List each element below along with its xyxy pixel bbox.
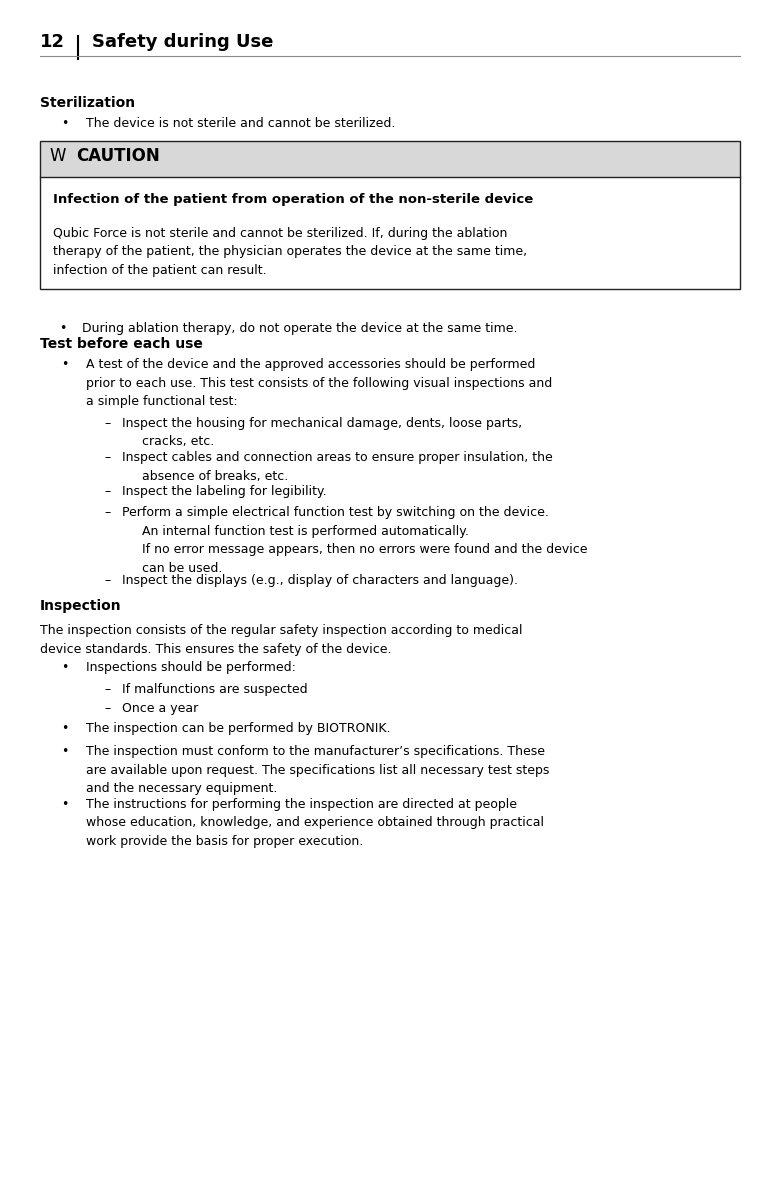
Text: –: –: [105, 485, 111, 498]
Text: –: –: [105, 702, 111, 715]
Text: The inspection consists of the regular safety inspection according to medical
de: The inspection consists of the regular s…: [40, 624, 523, 656]
Text: •: •: [61, 358, 69, 371]
Text: The instructions for performing the inspection are directed at people
whose educ: The instructions for performing the insp…: [86, 798, 543, 848]
Text: Infection of the patient from operation of the non-sterile device: Infection of the patient from operation …: [53, 193, 534, 207]
Text: •: •: [61, 722, 69, 736]
Text: Qubic Force is not sterile and cannot be sterilized. If, during the ablation
the: Qubic Force is not sterile and cannot be…: [53, 227, 528, 277]
Text: Inspections should be performed:: Inspections should be performed:: [86, 661, 296, 675]
Text: •: •: [61, 798, 69, 811]
Text: Once a year: Once a year: [122, 702, 199, 715]
Bar: [40, 141, 740, 289]
Text: •: •: [61, 117, 69, 130]
Text: –: –: [105, 417, 111, 430]
Text: Inspect cables and connection areas to ensure proper insulation, the
     absenc: Inspect cables and connection areas to e…: [122, 451, 553, 482]
Text: Safety during Use: Safety during Use: [92, 33, 273, 51]
Text: Sterilization: Sterilization: [40, 96, 135, 110]
Text: •: •: [61, 745, 69, 758]
Text: –: –: [105, 574, 111, 587]
Text: –: –: [105, 506, 111, 519]
Text: •: •: [61, 661, 69, 675]
Text: W: W: [50, 147, 66, 165]
Text: CAUTION: CAUTION: [76, 147, 160, 165]
Text: If malfunctions are suspected: If malfunctions are suspected: [122, 683, 308, 696]
Text: Test before each use: Test before each use: [40, 337, 202, 351]
Text: Inspect the labeling for legibility.: Inspect the labeling for legibility.: [122, 485, 327, 498]
Bar: [40, 141, 740, 177]
Text: Inspect the displays (e.g., display of characters and language).: Inspect the displays (e.g., display of c…: [122, 574, 518, 587]
Text: A test of the device and the approved accessories should be performed
prior to e: A test of the device and the approved ac…: [86, 358, 552, 408]
Text: During ablation therapy, do not operate the device at the same time.: During ablation therapy, do not operate …: [82, 322, 517, 336]
Text: 12: 12: [40, 33, 65, 51]
Text: •: •: [59, 322, 66, 336]
Text: Inspection: Inspection: [40, 599, 121, 614]
Text: The inspection must conform to the manufacturer’s specifications. These
are avai: The inspection must conform to the manuf…: [86, 745, 549, 795]
Text: The device is not sterile and cannot be sterilized.: The device is not sterile and cannot be …: [86, 117, 395, 130]
Text: Inspect the housing for mechanical damage, dents, loose parts,
     cracks, etc.: Inspect the housing for mechanical damag…: [122, 417, 523, 448]
Text: –: –: [105, 451, 111, 464]
Text: –: –: [105, 683, 111, 696]
Text: Perform a simple electrical function test by switching on the device.
     An in: Perform a simple electrical function tes…: [122, 506, 588, 574]
Text: The inspection can be performed by BIOTRONIK.: The inspection can be performed by BIOTR…: [86, 722, 390, 736]
